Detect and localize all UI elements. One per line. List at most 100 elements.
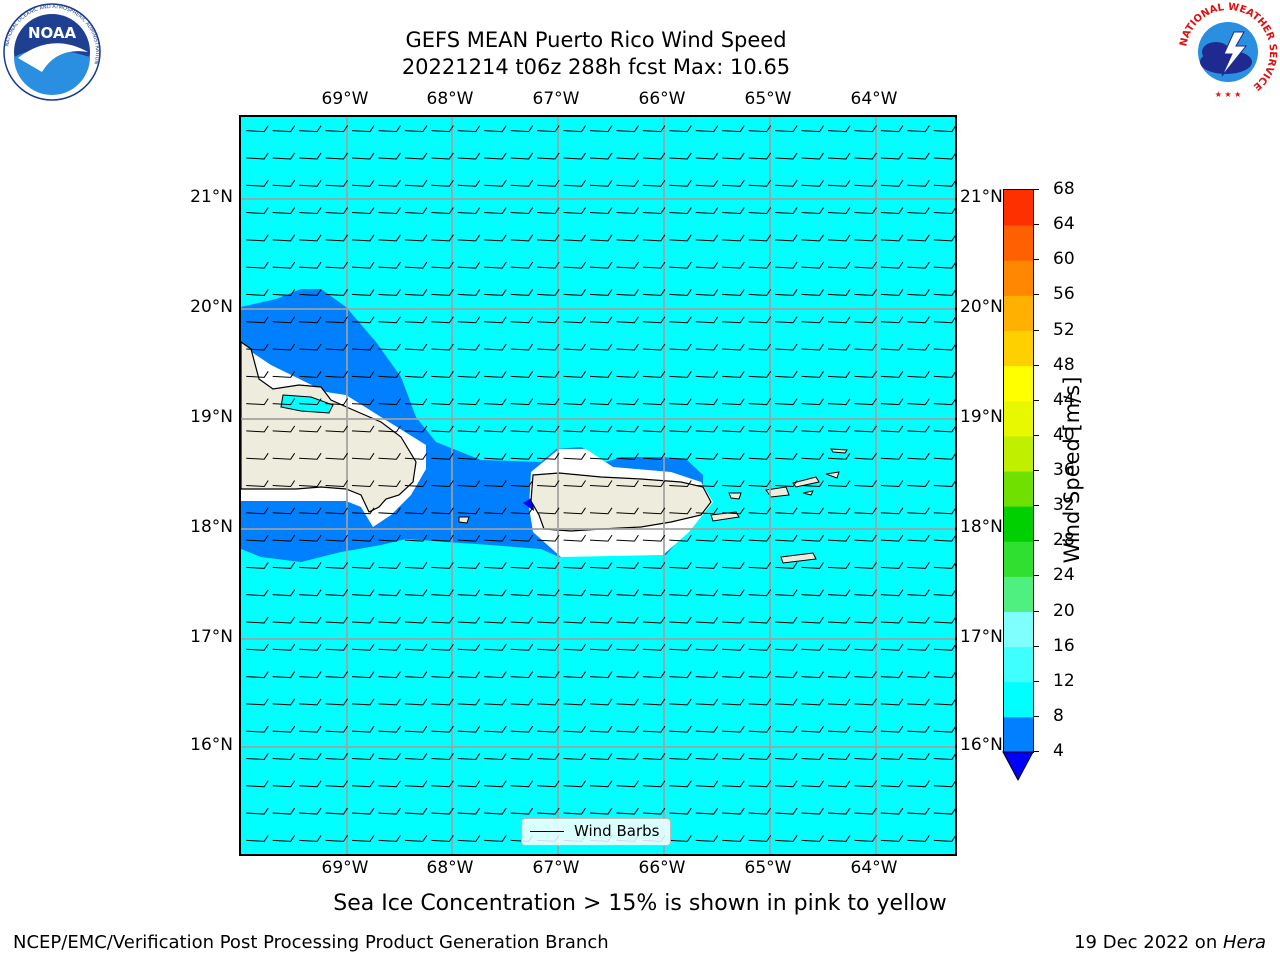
wind-barb: [642, 589, 666, 597]
wind-barb: [404, 234, 428, 242]
colorbar-tick-mark: [1033, 575, 1039, 577]
wind-barb: [325, 698, 348, 706]
wind-barb: [563, 589, 586, 597]
wind-barb: [510, 562, 534, 569]
wind-barb: [669, 698, 692, 706]
wind-barb: [775, 207, 798, 215]
wind-barb: [907, 780, 930, 788]
wind-barb: [457, 562, 481, 569]
colorbar-band: [1004, 716, 1033, 753]
wind-barb: [431, 152, 454, 160]
colorbar-tick-label: 16: [1053, 635, 1075, 656]
wind-barb: [642, 562, 666, 569]
wind-barb: [325, 616, 348, 624]
wind-barb: [827, 753, 851, 760]
wind-barb: [748, 507, 772, 515]
wind-barb: [563, 371, 586, 378]
wind-barb: [907, 698, 930, 706]
wind-barb: [404, 725, 428, 733]
wind-barb: [378, 807, 401, 815]
wind-barb: [299, 480, 322, 488]
wind-barb: [748, 398, 772, 406]
line-icon: [530, 831, 564, 832]
wind-barb: [616, 807, 639, 815]
wind-barb: [801, 534, 824, 542]
wind-barb: [801, 507, 824, 515]
wind-barb: [246, 807, 269, 815]
wind-barb: [933, 316, 955, 324]
wind-barb: [933, 125, 955, 133]
colorbar-tick-label: 24: [1053, 565, 1075, 586]
wind-barb: [351, 480, 375, 488]
wind-barb: [246, 261, 269, 269]
wind-barb: [722, 152, 745, 160]
wind-barb: [695, 425, 719, 433]
colorbar-tick-mark: [1033, 540, 1039, 542]
noaa-logo-text: NOAA: [28, 24, 77, 42]
wind-barb: [563, 316, 586, 324]
wind-barb: [801, 289, 824, 296]
wind-barb: [775, 534, 798, 542]
wind-barb: [854, 179, 877, 187]
wind-barb: [827, 671, 851, 679]
wind-barb: [325, 835, 348, 842]
wind-barb: [378, 562, 401, 569]
wind-barb: [537, 289, 560, 296]
lat-label-left: 16°N: [190, 735, 233, 755]
wind-barb: [907, 234, 930, 242]
wind-barb: [695, 780, 719, 788]
colorbar-band: [1004, 681, 1033, 718]
wind-barb: [457, 125, 481, 133]
wind-barb: [272, 289, 296, 296]
wind-barb: [299, 753, 322, 760]
colorbar-tick-label: 56: [1053, 284, 1075, 305]
wind-barb: [748, 644, 772, 651]
wind-barb: [537, 562, 560, 569]
wind-barb: [272, 125, 296, 133]
wind-barb: [404, 152, 428, 160]
wind-barb: [404, 671, 428, 679]
wind-barb: [801, 480, 824, 488]
wind-barb: [880, 179, 904, 187]
wind-barb: [272, 398, 296, 406]
wind-barb: [537, 371, 560, 378]
wind-barb: [854, 616, 877, 624]
wind-barb: [775, 725, 798, 733]
wind-barb: [669, 480, 692, 488]
wind-barb: [563, 753, 586, 760]
wind-barb: [404, 562, 428, 569]
wind-barb: [246, 152, 269, 160]
wind-barb: [880, 753, 904, 760]
wind-barb: [589, 725, 613, 733]
wind-barb: [616, 207, 639, 215]
wind-barb: [748, 835, 772, 842]
wind-barb: [325, 780, 348, 788]
wind-barb: [642, 261, 666, 269]
wind-barb: [695, 125, 719, 133]
wind-barb: [616, 152, 639, 160]
wind-barb: [933, 153, 955, 160]
wind-barb: [748, 753, 772, 760]
wind-barb: [484, 671, 507, 679]
noaa-logo: NOAA NATIONAL OCEANIC AND ATMOSPHERIC AD…: [2, 2, 102, 102]
wind-barb: [272, 452, 296, 460]
wind-barb: [722, 507, 745, 515]
wind-barb: [272, 371, 296, 378]
wind-barb: [801, 725, 824, 733]
lat-label-right: 16°N: [960, 735, 1003, 755]
wind-barb: [484, 753, 507, 760]
footer-branch: NCEP/EMC/Verification Post Processing Pr…: [13, 932, 609, 953]
wind-barb: [351, 452, 375, 460]
wind-barb: [880, 780, 904, 788]
wind-barb: [933, 753, 955, 760]
wind-barb: [854, 425, 877, 433]
wind-barb: [642, 507, 666, 515]
wind-barb: [299, 343, 322, 351]
land-hispaniola: [241, 341, 417, 513]
colorbar-tick-label: 68: [1053, 179, 1075, 199]
wind-barb: [246, 289, 269, 296]
wind-barb: [854, 644, 877, 651]
wind-barb: [775, 261, 798, 269]
map-area[interactable]: [239, 115, 957, 856]
wind-barb: [589, 480, 613, 488]
